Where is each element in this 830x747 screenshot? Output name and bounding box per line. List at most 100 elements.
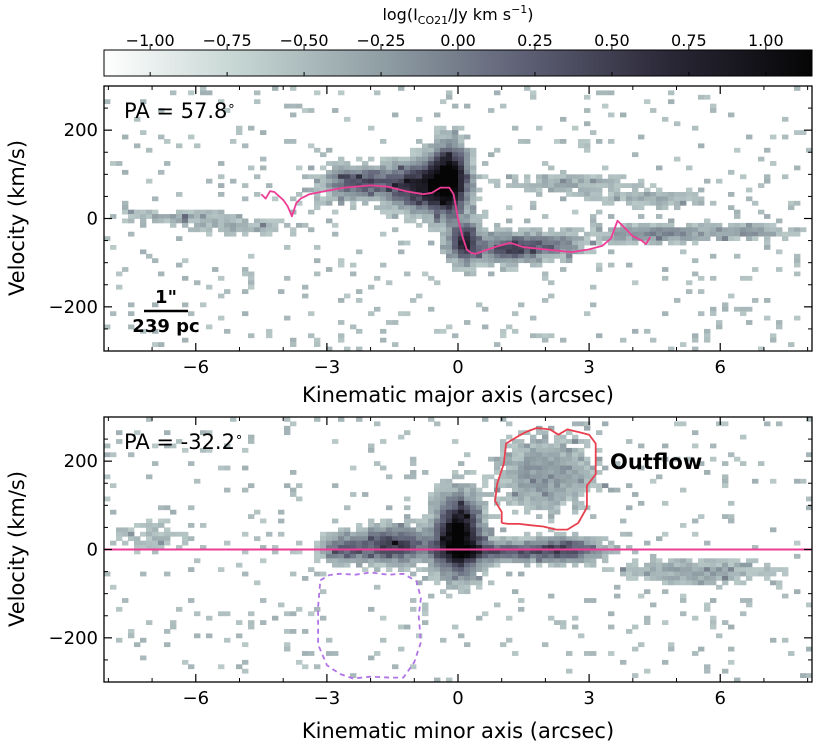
heatmap-cell	[320, 152, 327, 158]
heatmap-cell	[482, 545, 489, 550]
heatmap-cell	[458, 509, 465, 515]
heatmap-cell	[584, 536, 591, 542]
heatmap-cell	[644, 328, 651, 334]
heatmap-cell	[644, 540, 651, 546]
heatmap-cell	[386, 474, 393, 480]
heatmap-cell	[548, 174, 555, 180]
heatmap-cell	[230, 231, 237, 237]
heatmap-cell	[476, 514, 483, 519]
heatmap-cell	[506, 478, 513, 484]
heatmap-cell	[434, 509, 441, 515]
heatmap-cell	[170, 90, 177, 96]
heatmap-cell	[536, 540, 543, 546]
heatmap-cell	[608, 214, 615, 219]
heatmap-cell	[410, 549, 417, 555]
heatmap-cell	[518, 258, 525, 264]
heatmap-cell	[542, 505, 549, 511]
heatmap-cell	[176, 545, 183, 550]
heatmap-cell	[530, 253, 537, 259]
heatmap-cell	[560, 540, 567, 546]
heatmap-cell	[518, 447, 525, 453]
heatmap-cell	[440, 487, 447, 493]
heatmap-cell	[398, 558, 405, 564]
heatmap-cell	[512, 253, 519, 259]
heatmap-cell	[398, 523, 405, 528]
heatmap-cell	[668, 576, 675, 581]
heatmap-cell	[650, 200, 657, 206]
heatmap-cell	[554, 562, 561, 568]
heatmap-cell	[656, 227, 663, 233]
heatmap-cell	[152, 549, 159, 555]
heatmap-cell	[554, 253, 561, 259]
heatmap-cell	[164, 430, 171, 436]
heatmap-cell	[446, 518, 453, 524]
heatmap-cell	[752, 231, 759, 237]
heatmap-cell	[644, 227, 651, 233]
heatmap-cell	[506, 443, 513, 449]
heatmap-cell	[464, 156, 471, 162]
heatmap-cell	[524, 227, 531, 233]
heatmap-cell	[356, 417, 363, 422]
heatmap-cell	[434, 567, 441, 572]
heatmap-cell	[344, 540, 351, 546]
heatmap-cell	[548, 258, 555, 264]
heatmap-cell	[638, 593, 645, 599]
heatmap-cell	[380, 540, 387, 546]
heatmap-cell	[572, 178, 579, 184]
heatmap-cell	[488, 271, 495, 277]
heatmap-cell	[218, 161, 225, 166]
heatmap-cell	[626, 192, 633, 197]
heatmap-cell	[434, 505, 441, 511]
heatmap-cell	[656, 562, 663, 568]
heatmap-cell	[446, 134, 453, 140]
heatmap-cell	[542, 487, 549, 493]
heatmap-cell	[422, 620, 429, 625]
y-tick-label: 0	[87, 540, 98, 561]
heatmap-cell	[206, 324, 213, 330]
heatmap-cell	[734, 562, 741, 568]
heatmap-cell	[200, 86, 207, 91]
heatmap-cell	[368, 655, 375, 661]
heatmap-cell	[566, 227, 573, 233]
heatmap-cell	[698, 461, 705, 466]
heatmap-cell	[284, 315, 291, 321]
heatmap-cell	[356, 178, 363, 184]
heatmap-cell	[554, 187, 561, 193]
heatmap-cell	[710, 580, 717, 586]
heatmap-cell	[434, 531, 441, 537]
heatmap-cell	[512, 240, 519, 246]
heatmap-cell	[710, 108, 717, 113]
heatmap-cell	[674, 456, 681, 462]
heatmap-cell	[428, 222, 435, 228]
heatmap-cell	[326, 553, 333, 559]
heatmap-cell	[344, 505, 351, 511]
heatmap-cell	[668, 192, 675, 197]
heatmap-cell	[530, 461, 537, 466]
heatmap-cell	[422, 558, 429, 564]
heatmap-cell	[746, 571, 753, 577]
heatmap-cell	[146, 531, 153, 537]
heatmap-cell	[452, 187, 459, 193]
heatmap-cell	[470, 253, 477, 259]
heatmap-cell	[416, 558, 423, 564]
heatmap-cell	[704, 470, 711, 475]
heatmap-cell	[314, 90, 321, 96]
heatmap-cell	[494, 540, 501, 546]
heatmap-cell	[416, 553, 423, 559]
heatmap-cell	[524, 531, 531, 537]
heatmap-cell	[764, 174, 771, 180]
heatmap-cell	[590, 178, 597, 184]
heatmap-cell	[452, 545, 459, 550]
heatmap-cell	[458, 527, 465, 533]
heatmap-cell	[728, 231, 735, 237]
heatmap-cell	[674, 421, 681, 427]
heatmap-cell	[452, 214, 459, 219]
heatmap-cell	[470, 576, 477, 581]
heatmap-cell	[566, 496, 573, 502]
heatmap-cell	[740, 275, 747, 281]
heatmap-cell	[638, 222, 645, 228]
heatmap-cell	[386, 280, 393, 286]
heatmap-cell	[482, 518, 489, 524]
heatmap-cell	[104, 443, 111, 449]
heatmap-cell	[722, 236, 729, 241]
